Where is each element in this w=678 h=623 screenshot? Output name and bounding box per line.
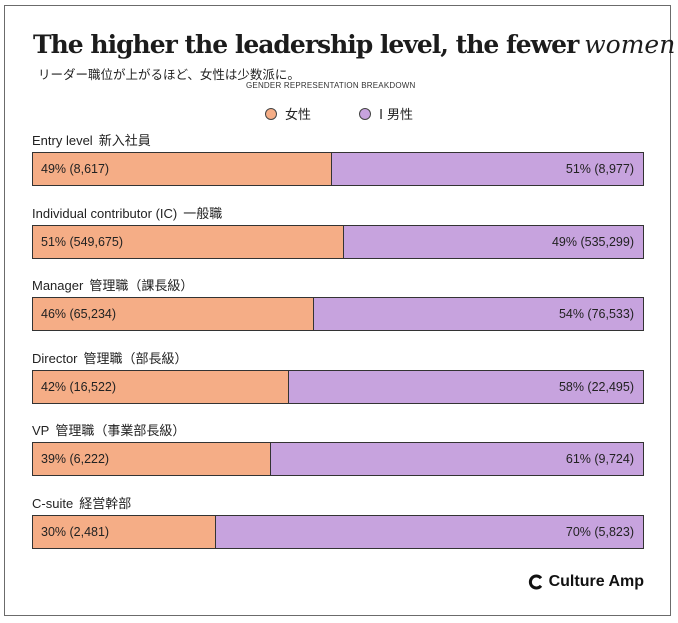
row-label-jp: 管理職（部長級） xyxy=(83,351,188,367)
row-label-jp: 一般職 xyxy=(183,206,223,222)
bar-segment-men: 51% (8,977) xyxy=(331,153,643,185)
row-label: Entry level 新入社員 xyxy=(32,130,151,149)
subtitle-japanese: リーダー職位が上がるほど、女性は少数派に。 xyxy=(38,67,300,82)
culture-amp-logo: Culture Amp xyxy=(528,573,644,591)
legend-item-women: 女性 xyxy=(264,104,311,123)
bar-segment-men: 54% (76,533) xyxy=(313,298,643,330)
data-label-men: 61% (9,724) xyxy=(565,452,634,466)
legend-swatch-women xyxy=(264,107,277,120)
row-label-jp: 新入社員 xyxy=(98,134,151,149)
stacked-bar: 51% (549,675) 49% (535,299) xyxy=(32,224,644,259)
data-label-men: 58% (22,495) xyxy=(558,379,634,394)
bar-segment-women: 30% (2,481) xyxy=(33,515,216,548)
stacked-bar: 30% (2,481) 70% (5,823) xyxy=(32,514,644,549)
row-label-jp: 管理職（課長級） xyxy=(89,279,194,294)
row-label-en: C-suite xyxy=(32,495,74,511)
data-label-men: 51% (8,977) xyxy=(565,162,634,176)
bar-segment-men: 70% (5,823) xyxy=(216,515,643,548)
stacked-bar: 42% (16,522) 58% (22,495) xyxy=(32,369,644,404)
data-label-women: 46% (65,234) xyxy=(41,307,117,321)
row-label-jp: 経営幹部 xyxy=(79,496,132,512)
stacked-bar: 46% (65,234) 54% (76,533) xyxy=(32,297,644,331)
culture-amp-icon xyxy=(528,574,542,590)
legend-swatch-men xyxy=(359,107,372,120)
row-label-en: Entry level xyxy=(32,133,93,148)
chart-title: The higher the leadership level, the few… xyxy=(33,30,675,59)
subtitle-english: GENDER REPRESENTATION BREAKDOWN xyxy=(246,81,416,90)
bar-segment-women: 42% (16,522) xyxy=(33,370,290,403)
title-text: The higher the leadership level, the few… xyxy=(33,30,579,59)
legend-label-men: I 男性 xyxy=(379,108,414,123)
row-label-en: Manager xyxy=(32,278,84,293)
legend: 女性 I 男性 xyxy=(0,104,678,124)
row-label-jp: 管理職（事業部長級） xyxy=(55,424,186,439)
row-label: C-suite 経営幹部 xyxy=(32,493,131,512)
data-label-women: 51% (549,675) xyxy=(41,234,124,249)
row-label: Manager 管理職（課長級） xyxy=(32,275,193,294)
bar-segment-women: 49% (8,617) xyxy=(33,153,332,185)
data-label-women: 30% (2,481) xyxy=(41,524,110,539)
data-label-women: 39% (6,222) xyxy=(41,452,110,466)
bar-segment-men: 49% (535,299) xyxy=(344,225,643,258)
title-script-word: women xyxy=(584,30,676,59)
row-label-en: VP xyxy=(32,423,50,438)
legend-label-women: 女性 xyxy=(284,108,311,123)
bar-segment-men: 61% (9,724) xyxy=(270,443,643,475)
stacked-bar: 49% (8,617) 51% (8,977) xyxy=(32,152,644,186)
stacked-bar: 39% (6,222) 61% (9,724) xyxy=(32,442,644,476)
row-label-en: Individual contributor (IC) xyxy=(32,205,178,221)
bar-segment-women: 46% (65,234) xyxy=(33,298,314,330)
data-label-women: 49% (8,617) xyxy=(41,162,110,176)
bar-segment-women: 51% (549,675) xyxy=(33,225,345,258)
data-label-men: 70% (5,823) xyxy=(565,524,634,539)
bar-segment-men: 58% (22,495) xyxy=(289,370,643,403)
legend-item-men: I 男性 xyxy=(359,104,413,123)
data-label-men: 49% (535,299) xyxy=(551,234,634,249)
row-label: VP 管理職（事業部長級） xyxy=(32,420,185,439)
row-label: Director 管理職（部長級） xyxy=(32,348,188,367)
data-label-women: 42% (16,522) xyxy=(41,379,117,394)
row-label: Individual contributor (IC) 一般職 xyxy=(32,203,222,222)
logo-text: Culture Amp xyxy=(548,573,644,590)
data-label-men: 54% (76,533) xyxy=(558,307,634,321)
bar-segment-women: 39% (6,222) xyxy=(33,443,271,475)
row-label-en: Director xyxy=(32,350,78,366)
